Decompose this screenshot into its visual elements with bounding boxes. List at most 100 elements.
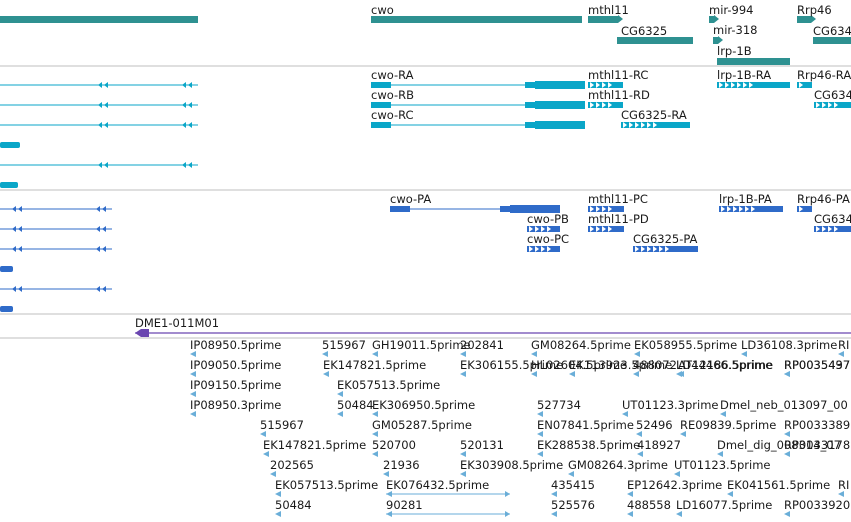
transcript-feature[interactable]: lrp-1B-RA bbox=[717, 68, 790, 88]
est-label[interactable]: IP08950.5prime bbox=[190, 338, 281, 352]
est-mark[interactable] bbox=[637, 451, 643, 457]
est-feature[interactable]: EK303908.5prime bbox=[460, 458, 563, 477]
gene-label[interactable]: mthl11 bbox=[588, 3, 629, 17]
est-label[interactable]: 50484 bbox=[337, 398, 374, 412]
est-feature[interactable]: EK147821.5prime bbox=[323, 358, 426, 377]
transcript-label[interactable]: cwo-RA bbox=[371, 68, 414, 82]
est-label[interactable]: EK076432.5prime bbox=[386, 478, 489, 492]
gene-bar[interactable] bbox=[717, 58, 790, 65]
est-feature[interactable]: 435415 bbox=[551, 478, 595, 497]
gene-label[interactable]: mir-318 bbox=[713, 23, 758, 37]
est-label[interactable]: EK147821.5prime bbox=[263, 438, 366, 452]
est-feature[interactable]: 520700 bbox=[372, 438, 416, 457]
exon-block[interactable] bbox=[797, 82, 812, 88]
protein-feature[interactable] bbox=[0, 266, 13, 272]
est-feature[interactable]: EK113923.5prime bbox=[569, 358, 672, 377]
est-label[interactable]: IP09150.5prime bbox=[190, 378, 281, 392]
protein-label[interactable]: mthl11-PD bbox=[588, 212, 649, 226]
exon-block[interactable] bbox=[0, 142, 20, 148]
gene-feature[interactable]: mthl11 bbox=[588, 3, 629, 23]
est-feature[interactable]: 418927 bbox=[637, 438, 681, 457]
est-mark[interactable] bbox=[633, 371, 639, 377]
est-feature[interactable]: 50484 bbox=[275, 498, 312, 517]
est-label[interactable]: EK303908.5prime bbox=[460, 458, 563, 472]
gene-feature[interactable]: Rrp46 bbox=[797, 3, 832, 23]
est-label[interactable]: EK058955.5prime bbox=[634, 338, 737, 352]
gene-bar[interactable] bbox=[617, 37, 693, 44]
transcript-feature[interactable]: CG6325-RA bbox=[621, 108, 690, 128]
est-mark[interactable] bbox=[537, 411, 543, 417]
est-mark[interactable] bbox=[636, 431, 642, 437]
est-mark[interactable] bbox=[323, 371, 329, 377]
est-feature[interactable]: GM08264.5prime bbox=[531, 338, 631, 357]
gene-bar[interactable] bbox=[588, 16, 618, 23]
est-mark[interactable] bbox=[372, 431, 378, 437]
gene-bar[interactable] bbox=[813, 37, 851, 44]
protein-feature[interactable]: cwo-PA bbox=[390, 192, 560, 213]
protein-feature[interactable]: mthl11-PC bbox=[588, 192, 648, 212]
est-label[interactable]: 52496 bbox=[636, 418, 673, 432]
est-label[interactable]: 515967 bbox=[260, 418, 304, 432]
est-label[interactable]: 90281 bbox=[386, 498, 423, 512]
exon-block[interactable] bbox=[371, 82, 391, 88]
transcript-feature[interactable] bbox=[0, 122, 198, 128]
est-mark[interactable] bbox=[720, 411, 726, 417]
gene-label[interactable]: CG634 bbox=[813, 24, 851, 38]
est-label[interactable]: LD44466.5prime bbox=[676, 358, 772, 372]
transcript-feature[interactable]: cwo-RB bbox=[371, 88, 585, 109]
est-label[interactable]: EK057513.5prime bbox=[275, 478, 378, 492]
est-label[interactable]: LD36108.3prime bbox=[741, 338, 837, 352]
est-feature[interactable]: LD16077.5prime bbox=[676, 498, 772, 517]
exon-block[interactable] bbox=[717, 82, 790, 88]
est-mark[interactable] bbox=[838, 351, 844, 357]
clone-feature[interactable]: DME1-011M01 bbox=[135, 316, 851, 337]
exon-block[interactable] bbox=[500, 206, 510, 212]
est-feature[interactable]: RP0033178 bbox=[784, 438, 850, 457]
est-feature[interactable]: RE09839.5prime bbox=[680, 418, 776, 437]
est-label[interactable]: 50484 bbox=[275, 498, 312, 512]
est-feature[interactable]: LD36108.3prime bbox=[741, 338, 837, 357]
est-feature[interactable]: 515967 bbox=[260, 418, 304, 437]
est-mark[interactable] bbox=[372, 451, 378, 457]
est-label[interactable]: AT12186.5prime bbox=[678, 358, 773, 372]
exon-block[interactable] bbox=[0, 182, 18, 188]
est-feature[interactable]: 525576 bbox=[551, 498, 595, 517]
est-feature[interactable]: RI bbox=[838, 338, 849, 357]
est-mark[interactable] bbox=[460, 451, 466, 457]
est-label[interactable]: UT01123.3prime bbox=[622, 398, 719, 412]
transcript-feature[interactable]: mthl11-RC bbox=[588, 68, 648, 88]
est-mark[interactable] bbox=[838, 491, 844, 497]
est-mark[interactable] bbox=[460, 371, 466, 377]
est-mark[interactable] bbox=[674, 471, 680, 477]
protein-feature[interactable] bbox=[0, 206, 112, 212]
exon-block[interactable] bbox=[0, 266, 13, 272]
est-mark[interactable] bbox=[531, 351, 537, 357]
est-mark[interactable] bbox=[322, 351, 328, 357]
est-mark[interactable] bbox=[784, 371, 790, 377]
est-feature[interactable]: 52496 bbox=[636, 418, 673, 437]
protein-label[interactable]: Rrp46-PA bbox=[797, 192, 850, 206]
gene-feature[interactable]: mir-318 bbox=[713, 23, 758, 44]
gene-label[interactable]: Rrp46 bbox=[797, 3, 832, 17]
transcript-feature[interactable]: cwo-RA bbox=[371, 68, 585, 89]
gene-bar[interactable] bbox=[371, 16, 582, 23]
est-feature[interactable]: 527734 bbox=[537, 398, 581, 417]
est-label[interactable]: 520700 bbox=[372, 438, 416, 452]
est-mark[interactable] bbox=[676, 511, 682, 517]
transcript-label[interactable]: cwo-RB bbox=[371, 88, 414, 102]
est-label[interactable]: RI bbox=[838, 478, 849, 492]
transcript-label[interactable]: mthl11-RC bbox=[588, 68, 648, 82]
gene-label[interactable]: lrp-1B bbox=[717, 44, 752, 58]
gene-label[interactable]: mir-994 bbox=[709, 3, 754, 17]
gene-bar[interactable] bbox=[797, 16, 811, 23]
est-feature[interactable]: 202565 bbox=[270, 458, 314, 477]
est-label[interactable]: IP09050.5prime bbox=[190, 358, 281, 372]
est-label[interactable]: RE09839.5prime bbox=[680, 418, 776, 432]
protein-feature[interactable]: CG6325-PA bbox=[633, 232, 698, 252]
est-feature[interactable]: EK288538.5prime bbox=[537, 438, 640, 457]
est-label[interactable]: Dmel_neb_013097_00 bbox=[720, 398, 848, 412]
est-label[interactable]: GM05287.5prime bbox=[372, 418, 472, 432]
est-label[interactable]: 21936 bbox=[383, 458, 420, 472]
gene-feature[interactable]: lrp-1B bbox=[717, 44, 790, 65]
est-label[interactable]: RI bbox=[838, 338, 849, 352]
